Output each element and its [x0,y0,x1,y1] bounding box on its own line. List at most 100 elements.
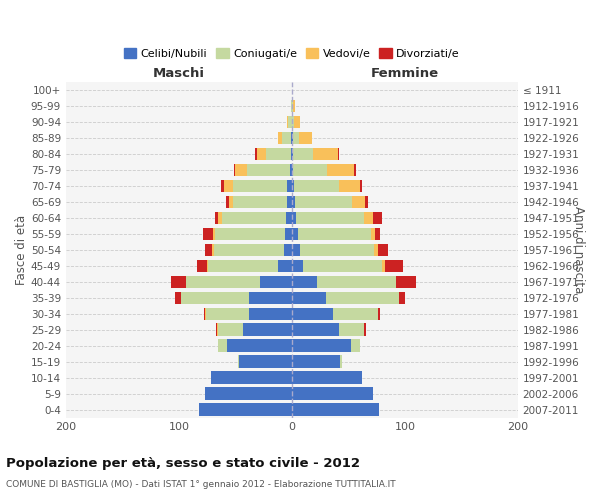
Bar [399,292,405,304]
Bar [378,308,380,320]
Bar [292,388,373,400]
Bar [235,164,247,176]
Bar [338,148,340,160]
Bar [217,324,218,336]
Bar [233,196,287,208]
Bar [227,340,292,352]
Bar [340,180,359,192]
Bar [291,100,292,112]
Bar [211,372,292,384]
Bar [287,180,292,192]
Bar [206,308,249,320]
Bar [327,164,354,176]
Bar [382,260,385,272]
Bar [292,212,296,224]
Bar [340,356,341,368]
Bar [374,244,378,256]
Bar [299,132,312,144]
Bar [284,244,292,256]
Bar [303,260,382,272]
Bar [278,260,292,272]
Bar [197,260,207,272]
Bar [332,308,378,320]
Bar [292,116,294,128]
Bar [340,324,364,336]
Bar [224,180,233,192]
Bar [212,244,214,256]
Bar [208,260,278,272]
Bar [290,164,292,176]
Bar [175,292,181,304]
Bar [296,212,364,224]
Bar [291,132,292,144]
Legend: Celibi/Nubili, Coniugati/e, Vedovi/e, Divorziati/e: Celibi/Nubili, Coniugati/e, Vedovi/e, Di… [119,44,464,63]
Bar [238,356,239,368]
Bar [292,260,303,272]
Bar [364,212,373,224]
Bar [293,148,313,160]
Bar [350,340,359,352]
Bar [289,116,292,128]
Bar [365,196,368,208]
Bar [185,276,260,288]
Bar [213,228,215,240]
Bar [266,148,291,160]
Bar [281,132,291,144]
Text: Popolazione per età, sesso e stato civile - 2012: Popolazione per età, sesso e stato civil… [6,458,360,470]
Bar [254,148,257,160]
Bar [287,116,289,128]
Bar [214,244,284,256]
Bar [205,388,292,400]
Bar [249,308,292,320]
Bar [292,100,293,112]
Text: Maschi: Maschi [153,66,205,80]
Bar [287,196,292,208]
Bar [218,212,222,224]
Bar [222,212,286,224]
Bar [292,292,326,304]
Bar [205,244,212,256]
Bar [199,404,292,416]
Bar [249,292,292,304]
Bar [205,308,206,320]
Bar [203,228,213,240]
Y-axis label: Fasce di età: Fasce di età [15,215,28,285]
Bar [171,276,185,288]
Bar [292,372,362,384]
Bar [221,180,224,192]
Bar [371,228,376,240]
Bar [292,244,300,256]
Bar [295,196,352,208]
Text: Femmine: Femmine [371,66,439,80]
Bar [293,132,299,144]
Bar [292,148,293,160]
Bar [293,164,327,176]
Bar [218,340,227,352]
Bar [292,180,294,192]
Bar [292,308,332,320]
Bar [257,148,266,160]
Bar [229,196,233,208]
Bar [293,100,295,112]
Bar [294,116,300,128]
Bar [215,212,218,224]
Bar [286,212,292,224]
Bar [291,148,292,160]
Bar [285,228,292,240]
Bar [247,164,290,176]
Bar [278,132,281,144]
Bar [364,324,367,336]
Bar [207,260,208,272]
Bar [326,292,399,304]
Bar [292,132,293,144]
Bar [260,276,292,288]
Bar [292,356,340,368]
Bar [317,276,396,288]
Bar [300,244,374,256]
Bar [292,324,340,336]
Bar [378,244,388,256]
Bar [359,180,362,192]
Bar [292,196,295,208]
Bar [239,356,292,368]
Bar [233,180,287,192]
